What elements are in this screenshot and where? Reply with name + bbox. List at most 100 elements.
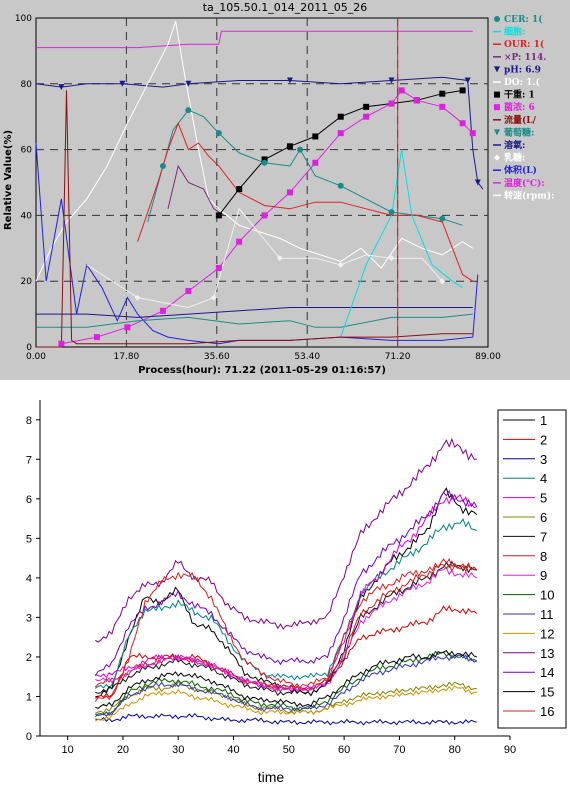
legend-item: 12: [540, 626, 554, 641]
series-line-5: [61, 89, 474, 345]
marker-circle: [261, 159, 268, 166]
y-tick-label: 2: [26, 652, 32, 664]
series-line-12: [95, 685, 477, 722]
x-tick-label: 80: [449, 744, 461, 756]
legend-item: 10: [540, 588, 554, 603]
y-axis-label: Relative Value(%): [3, 130, 14, 230]
legend-item: 6: [540, 510, 547, 525]
series-line-9: [95, 566, 478, 692]
legend-item: 流量(L/: [504, 114, 537, 126]
fermentation-monitor-chart: ta_105.50.1_014_2011_05_26 0.00 17.80 35.6…: [0, 0, 570, 380]
legend-item: 温度(℃):: [504, 177, 545, 189]
series-line-7: [137, 121, 474, 282]
legend-item: 7: [540, 529, 547, 544]
marker-triangle: [464, 77, 471, 84]
legend-item: 14: [540, 665, 554, 680]
legend-item: 1: [540, 413, 547, 428]
legend-item: 乳糖:: [504, 152, 525, 164]
marker-triangle: [58, 84, 65, 91]
series-line-11: [36, 307, 473, 318]
marker-square: [159, 307, 166, 314]
marker-triangle: [286, 77, 293, 84]
y-tick-label: 0: [26, 343, 32, 353]
y-tick-label: 40: [21, 211, 33, 221]
legend-item: 11: [540, 607, 554, 622]
marker-square: [494, 104, 500, 111]
marker-square: [124, 324, 131, 331]
marker-circle: [439, 215, 446, 222]
x-tick-label: 60: [338, 744, 350, 756]
marker-square: [312, 159, 319, 166]
series-lines: [94, 437, 478, 726]
y-tick-label: 4: [26, 573, 32, 585]
legend-item: OUR: 1(: [504, 39, 544, 50]
legend-item: pH: 6.9: [504, 65, 541, 75]
y-tick-label: 6: [26, 494, 32, 506]
marker-square: [459, 87, 466, 94]
x-tick-label: 17.80: [114, 352, 140, 362]
marker-triangle: [494, 66, 500, 73]
legend-item: 16: [540, 704, 554, 719]
marker-diamond: [210, 294, 217, 301]
x-tick-label: 50: [283, 744, 295, 756]
legend-item: 5: [540, 491, 547, 506]
x-tick-label: 10: [62, 744, 74, 756]
series-line-6: [147, 109, 463, 226]
marker-square: [413, 97, 420, 104]
marker-triangle: [185, 80, 192, 87]
legend-item: 15: [540, 685, 554, 700]
marker-diamond: [494, 154, 500, 161]
marker-diamond: [134, 294, 141, 301]
series-line-14: [94, 489, 478, 677]
marker-square: [363, 103, 370, 110]
x-tick-label: 89.00: [475, 352, 501, 362]
marker-square: [439, 103, 446, 110]
marker-square: [236, 238, 243, 245]
series-line-12: [340, 149, 463, 338]
legend-item: 转速(rpm):: [504, 189, 554, 201]
y-tick-label: 3: [26, 612, 32, 624]
marker-square: [337, 113, 344, 120]
x-axis-label: Process(hour): 71.22 (2011-05-29 01:16:5…: [138, 365, 386, 376]
series-line-13: [36, 90, 473, 348]
marker-diamond: [337, 261, 344, 268]
x-tick-labels: 0.00 17.80 35.60 53.40 71.20 89.00: [26, 352, 501, 362]
marker-square: [459, 120, 466, 127]
marker-circle: [494, 16, 500, 22]
x-tick-label: 30: [172, 744, 184, 756]
series-line-7: [95, 560, 477, 697]
legend-item: 13: [540, 646, 554, 661]
legend-item: 葡萄糖:: [503, 126, 534, 138]
series-line-15: [95, 650, 477, 709]
series-line-13: [95, 437, 477, 643]
marker-square: [215, 265, 222, 272]
series-line-11: [95, 654, 478, 717]
y-tick-labels: 0 20 40 60 80 100: [15, 14, 32, 353]
y-tick-label: 0: [26, 731, 32, 743]
legend-item: 2: [540, 432, 547, 447]
marker-square: [398, 87, 405, 94]
plot-area[interactable]: [35, 17, 489, 348]
series-line-1: [36, 30, 473, 49]
marker-circle: [215, 130, 222, 137]
x-tick-labels: 10 20 30 40 50 60 70 80 90: [62, 736, 516, 756]
series-line-6: [95, 680, 477, 715]
marker-diamond: [388, 255, 395, 262]
x-tick-label: 71.20: [385, 352, 411, 362]
x-tick-label: 90: [504, 744, 516, 756]
legend-item: 溶氧:: [504, 139, 525, 151]
marker-square: [58, 340, 65, 347]
series-line-4: [95, 518, 477, 689]
legend-item: 4: [540, 471, 547, 486]
marker-triangle: [388, 77, 395, 84]
marker-triangle: [119, 80, 126, 87]
x-tick-label: 70: [393, 744, 405, 756]
y-tick-label: 80: [21, 80, 33, 90]
series-line-8: [94, 558, 478, 693]
legend-item: 干重: 1: [504, 89, 535, 101]
y-tick-label: 100: [15, 14, 32, 24]
x-tick-label: 35.60: [204, 352, 230, 362]
y-tick-label: 8: [26, 415, 32, 427]
legend-box: [497, 409, 567, 729]
